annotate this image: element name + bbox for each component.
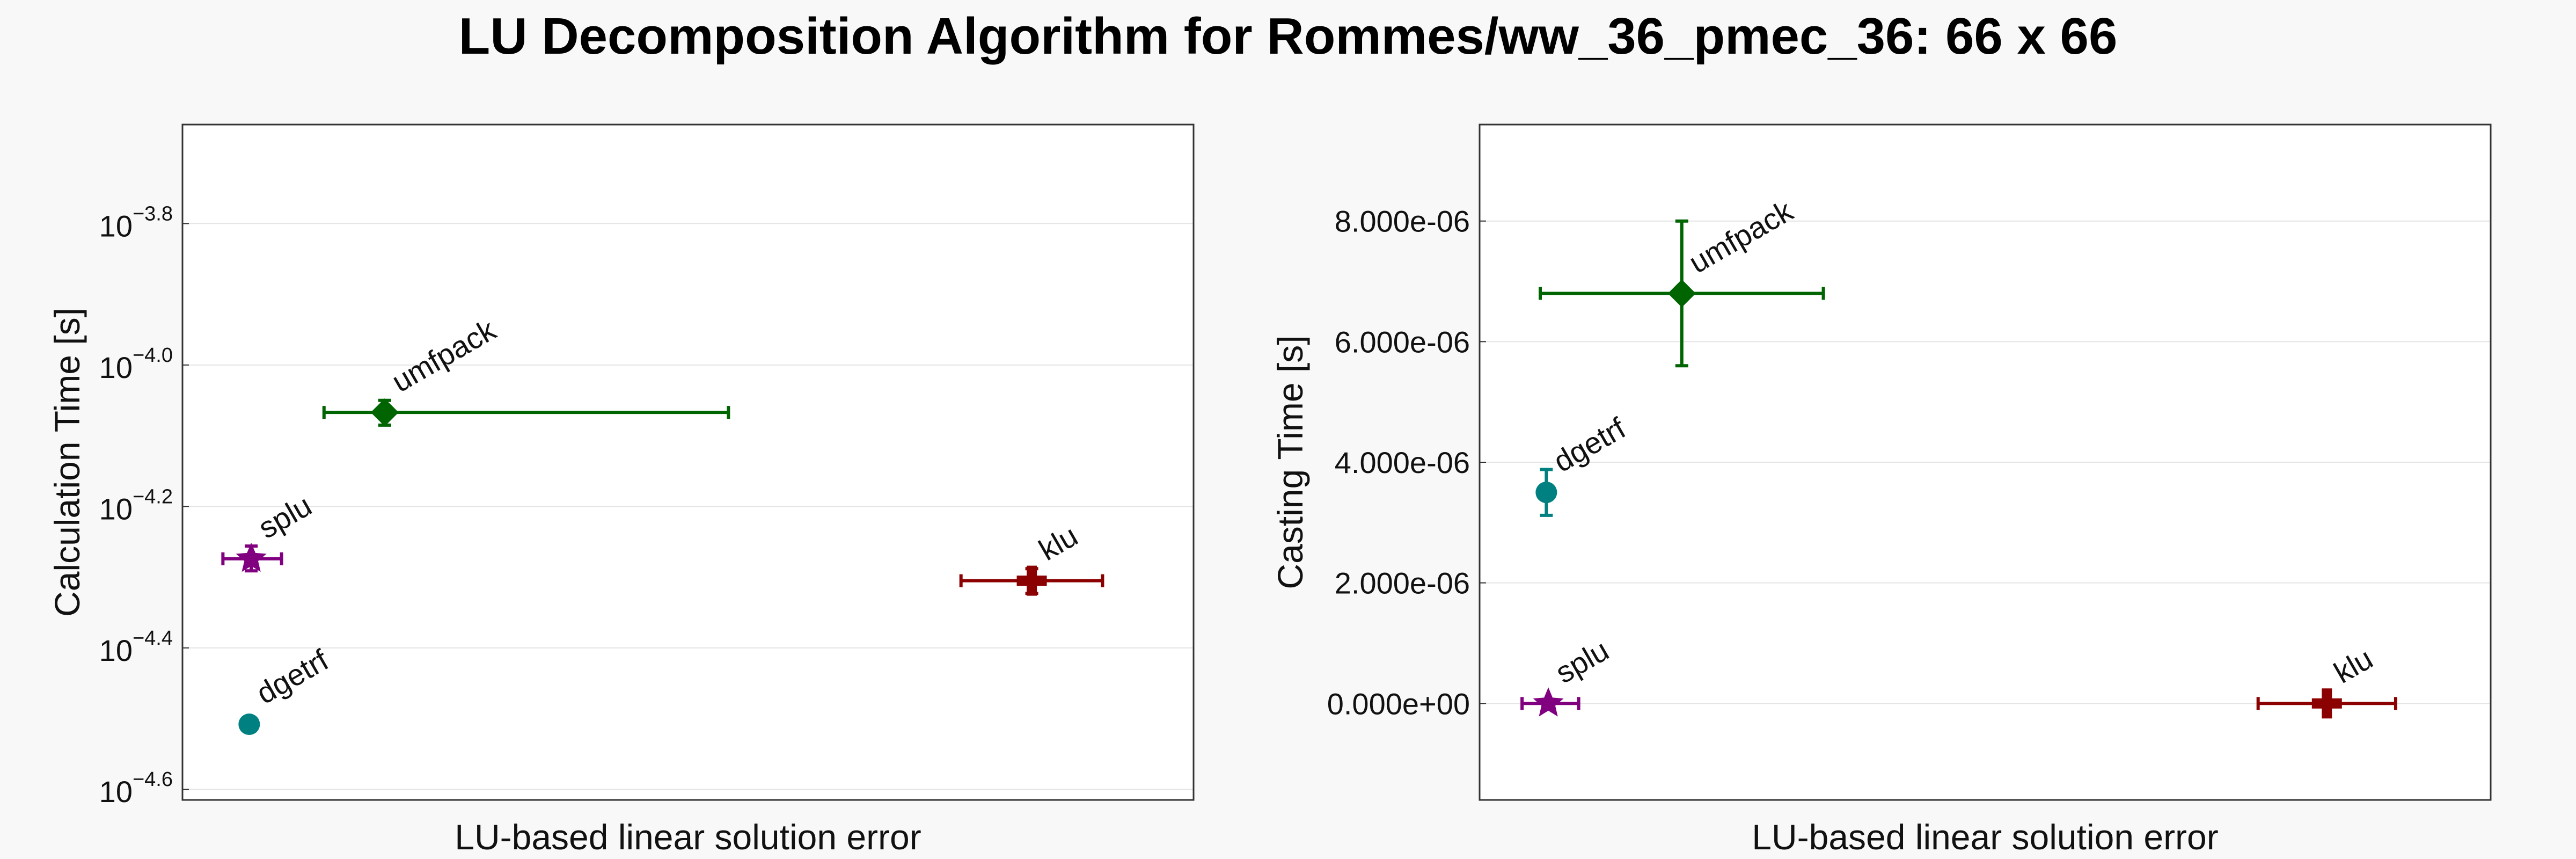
y-tick-label: 0.000e+00: [1327, 687, 1470, 720]
marker-circle: [1535, 482, 1557, 504]
y-tick-label: 8.000e-06: [1335, 205, 1470, 238]
marker-diamond: [1667, 279, 1696, 308]
marker-circle: [238, 714, 260, 736]
x-axis-label: LU-based linear solution error: [455, 817, 921, 857]
y-axis-label: Casting Time [s]: [1270, 335, 1310, 589]
y-tick-label: 2.000e-06: [1335, 566, 1470, 600]
y-axis-label: Calculation Time [s]: [47, 308, 87, 617]
marker-diamond: [370, 398, 399, 427]
y-tick-label: 10−4.4: [99, 627, 173, 667]
y-tick-label: 6.000e-06: [1335, 325, 1470, 359]
plot-frame: [1479, 123, 2492, 801]
marker-cross: [1016, 565, 1047, 596]
plot-area: [182, 125, 1194, 800]
y-tick-label: 10−3.8: [99, 202, 173, 243]
plot-frame: [181, 123, 1195, 801]
chart-panel-1: 10−4.6 10−4.4 10−4.2 10−4.0 10−3.8 LU-based l…: [47, 123, 1195, 857]
y-tick-label: 10−4.2: [99, 485, 173, 526]
y-tick-label: 10−4.0: [99, 344, 173, 384]
chart-panel-2: 0.000e+00 2.000e-06 4.000e-06 6.000e-06 8.00…: [1270, 123, 2492, 857]
x-axis-label: LU-based linear solution error: [1752, 817, 2218, 857]
figure-title: LU Decomposition Algorithm for Rommes/ww…: [459, 8, 2118, 65]
y-tick-label: 10−4.6: [99, 768, 173, 809]
marker-star: [1533, 687, 1564, 717]
y-tick-label: 4.000e-06: [1335, 446, 1470, 479]
marker-cross: [2311, 688, 2342, 719]
marker-star: [236, 542, 267, 572]
